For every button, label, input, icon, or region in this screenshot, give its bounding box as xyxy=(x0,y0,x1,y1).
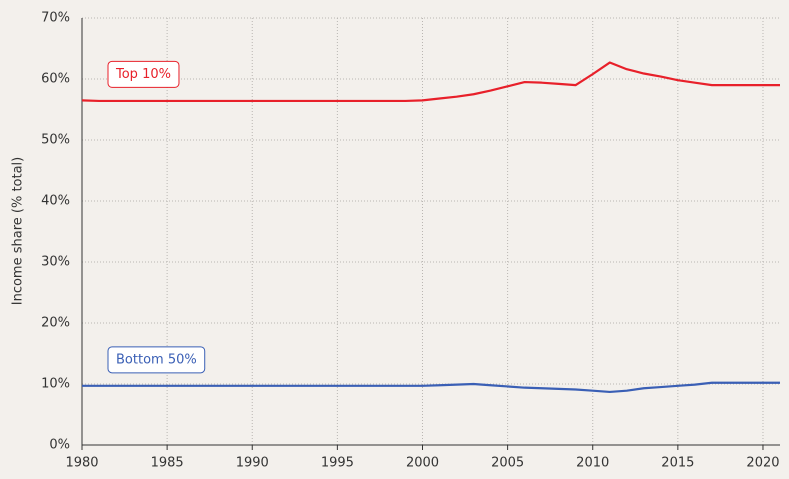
legend-box xyxy=(107,60,180,88)
y-tick-label: 30% xyxy=(41,255,70,270)
x-tick-label: 2010 xyxy=(576,456,609,471)
x-tick-label: 2005 xyxy=(491,456,524,471)
x-tick-label: 2015 xyxy=(661,456,694,471)
y-tick-label: 0% xyxy=(49,438,70,453)
y-axis-label: Income share (% total) xyxy=(11,157,26,306)
legend-box xyxy=(107,346,206,374)
y-tick-label: 70% xyxy=(41,11,70,26)
x-tick-label: 2000 xyxy=(406,456,439,471)
x-tick-label: 1980 xyxy=(65,456,98,471)
y-tick-label: 40% xyxy=(41,194,70,209)
legend-label: Bottom 50% xyxy=(116,352,197,367)
y-tick-label: 20% xyxy=(41,316,70,331)
x-tick-label: 1995 xyxy=(321,456,354,471)
y-tick-label: 10% xyxy=(41,377,70,392)
legend-label: Top 10% xyxy=(115,67,171,82)
y-tick-label: 50% xyxy=(41,133,70,148)
x-tick-label: 1990 xyxy=(236,456,269,471)
x-tick-label: 1985 xyxy=(151,456,184,471)
x-tick-label: 2020 xyxy=(746,456,779,471)
series-line xyxy=(82,381,780,394)
series-line xyxy=(81,61,780,103)
y-tick-label: 60% xyxy=(41,72,70,87)
